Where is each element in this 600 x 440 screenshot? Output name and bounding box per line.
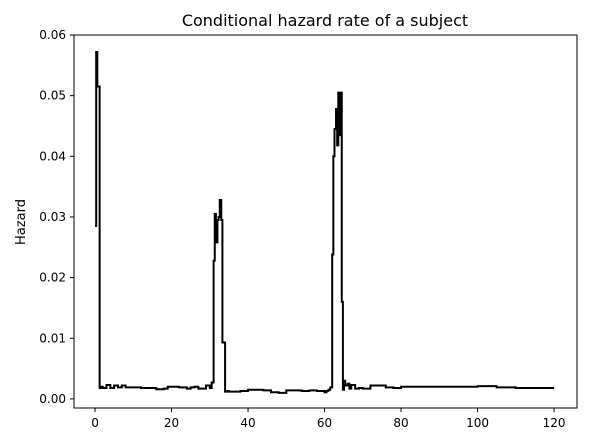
y-tick-label: 0.03 xyxy=(39,210,66,224)
x-tick-label: 80 xyxy=(393,416,408,430)
x-tick-label: 20 xyxy=(164,416,179,430)
x-tick-label: 60 xyxy=(317,416,332,430)
y-tick-label: 0.05 xyxy=(39,89,66,103)
x-tick-label: 100 xyxy=(466,416,489,430)
y-tick-label: 0.01 xyxy=(39,331,66,345)
plot-frame xyxy=(73,34,578,409)
x-tick-label: 120 xyxy=(543,416,566,430)
y-tick-label: 0.02 xyxy=(39,271,66,285)
y-axis-ticks: 0.00 0.01 0.02 0.03 0.04 0.05 0.06 xyxy=(39,28,74,406)
y-axis-label: Hazard xyxy=(14,199,29,245)
x-tick-label: 40 xyxy=(240,416,255,430)
chart-title: Conditional hazard rate of a subject xyxy=(182,11,468,30)
x-axis-ticks: 0 20 40 60 80 100 120 xyxy=(91,408,566,430)
x-tick-label: 0 xyxy=(91,416,99,430)
y-tick-label: 0.00 xyxy=(39,392,66,406)
hazard-series-line xyxy=(95,50,555,394)
y-tick-label: 0.04 xyxy=(39,149,66,163)
y-tick-label: 0.06 xyxy=(39,28,66,42)
